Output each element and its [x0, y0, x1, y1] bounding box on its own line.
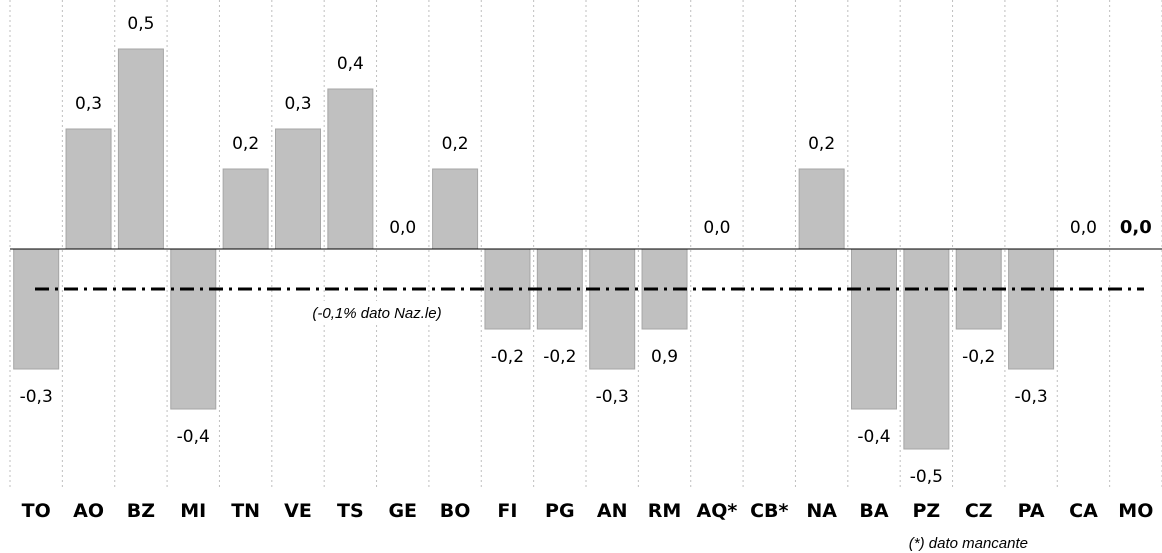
bar-VE — [275, 128, 321, 250]
category-label-TN: TN — [231, 500, 260, 522]
category-label-AQ: AQ* — [697, 500, 738, 522]
value-label-VE: 0,3 — [284, 94, 311, 114]
bars — [13, 48, 1055, 450]
category-label-NA: NA — [806, 500, 837, 522]
category-label-TS: TS — [337, 500, 364, 522]
category-label-PG: PG — [545, 500, 575, 522]
bar-TO — [13, 248, 60, 370]
category-label-CA: CA — [1069, 500, 1098, 522]
category-label-CZ: CZ — [965, 500, 993, 522]
grid-lines — [9, 0, 1162, 490]
category-label-BZ: BZ — [127, 500, 155, 522]
category-label-CB: CB* — [750, 500, 788, 522]
category-label-AO: AO — [73, 500, 104, 522]
category-label-MO: MO — [1118, 500, 1153, 522]
value-labels: -0,3 0,3 0,5 -0,4 0,2 0,3 0,4 0,0 0,2 -0,2 -0,2 -0,… — [20, 14, 1152, 487]
value-label-CA: 0,0 — [1070, 218, 1097, 238]
value-label-PG: -0,2 — [543, 347, 576, 367]
value-label-RM: 0,9 — [651, 347, 678, 367]
value-label-FI: -0,2 — [491, 347, 524, 367]
value-label-NA: 0,2 — [808, 134, 835, 154]
category-label-MI: MI — [180, 500, 206, 522]
category-label-FI: FI — [497, 500, 517, 522]
category-label-GE: GE — [388, 500, 417, 522]
category-label-AN: AN — [597, 500, 628, 522]
reference-label-bg — [275, 301, 479, 325]
value-label-CZ: -0,2 — [962, 347, 995, 367]
category-label-TO: TO — [22, 500, 51, 522]
bar-BO — [432, 168, 479, 250]
value-label-AO: 0,3 — [75, 94, 102, 114]
footnote: (*) dato mancante — [909, 535, 1028, 552]
bar-MI — [170, 248, 217, 410]
category-label-BO: BO — [440, 500, 471, 522]
value-label-TO: -0,3 — [20, 387, 53, 407]
category-label-RM: RM — [648, 500, 682, 522]
value-label-PA: -0,3 — [1015, 387, 1048, 407]
value-label-MO: 0,0 — [1120, 217, 1152, 238]
bar-AO — [65, 128, 112, 250]
category-label-PZ: PZ — [913, 500, 941, 522]
value-label-AQ: 0,0 — [703, 218, 730, 238]
value-label-BA: -0,4 — [857, 427, 890, 447]
reference-label: (-0,1% dato Naz.le) — [312, 305, 441, 322]
bar-NA — [798, 168, 845, 250]
value-label-BZ: 0,5 — [127, 14, 154, 34]
bar-BZ — [117, 48, 164, 250]
value-label-GE: 0,0 — [389, 218, 416, 238]
value-label-MI: -0,4 — [177, 427, 210, 447]
category-label-VE: VE — [284, 500, 312, 522]
value-label-AN: -0,3 — [596, 387, 629, 407]
value-label-BO: 0,2 — [442, 134, 469, 154]
bar-PA — [1008, 248, 1055, 370]
category-label-BA: BA — [859, 500, 888, 522]
category-labels: TO AO BZ MI TN VE TS GE BO FI PG AN RM AQ* CB* NA BA PZ CZ… — [22, 500, 1154, 522]
bar-TS — [327, 88, 374, 250]
bar-BA — [851, 248, 897, 410]
bar-AN — [589, 248, 636, 370]
bar-PZ — [903, 248, 950, 450]
bar-TN — [222, 168, 269, 250]
value-label-PZ: -0,5 — [910, 467, 943, 487]
value-label-TS: 0,4 — [337, 54, 364, 74]
value-label-TN: 0,2 — [232, 134, 259, 154]
category-label-PA: PA — [1018, 500, 1045, 522]
